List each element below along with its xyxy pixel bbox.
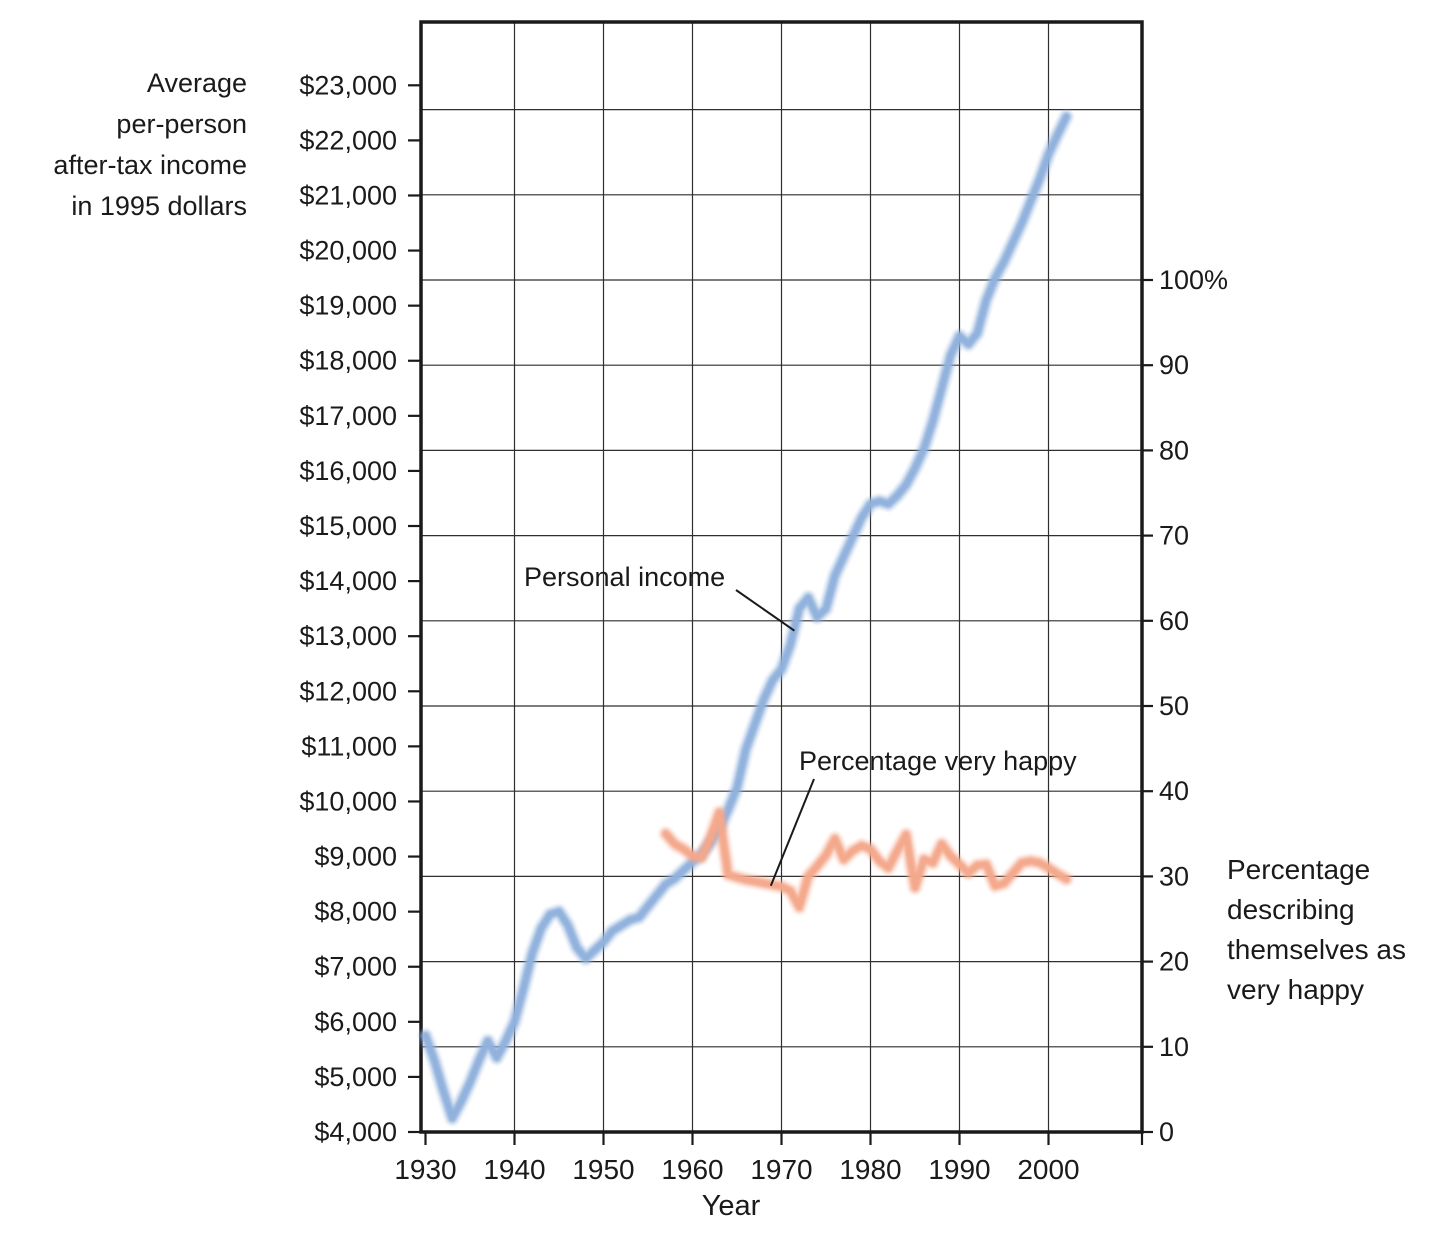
right-axis-title: Percentage describing themselves as very… <box>1227 850 1437 1010</box>
personal-income-annotation: Personal income <box>524 562 726 592</box>
x-axis-tick-label: 1950 <box>572 1154 634 1185</box>
right-axis-tick-label: 30 <box>1159 861 1189 891</box>
left-axis-tick-label: $7,000 <box>314 952 397 982</box>
right-axis-tick-label: 70 <box>1159 521 1189 551</box>
left-axis-tick-label: $13,000 <box>299 621 397 651</box>
personal-income-line <box>418 109 1074 1126</box>
x-axis-tick-label: 1970 <box>750 1154 812 1185</box>
personal-income-pointer-line <box>735 589 795 632</box>
x-axis-tick-label: 1980 <box>839 1154 901 1185</box>
right-axis-tick-label: 10 <box>1159 1032 1189 1062</box>
left-axis-tick-label: $17,000 <box>299 401 397 431</box>
right-axis-tick-label: 50 <box>1159 691 1189 721</box>
right-axis-title-line: Percentage <box>1227 854 1371 885</box>
left-axis-tick-label: $9,000 <box>314 842 397 872</box>
x-axis-tick-label: 1960 <box>661 1154 723 1185</box>
left-axis-title-line: Average <box>146 68 247 98</box>
right-axis-tick-label: 80 <box>1159 435 1189 465</box>
right-axis-title-line: very happy <box>1227 974 1364 1005</box>
annotation-pointers <box>735 589 815 887</box>
right-axis-title-line: themselves as <box>1227 934 1406 965</box>
right-axis-tick-label: 0 <box>1159 1117 1174 1147</box>
x-axis-title: Year <box>701 1190 761 1222</box>
left-axis-tick-label: $18,000 <box>299 346 397 376</box>
left-axis-tick-label: $12,000 <box>299 676 397 706</box>
x-axis-tick-label: 1990 <box>928 1154 990 1185</box>
right-axis-tick-label: 90 <box>1159 350 1189 380</box>
very-happy-line <box>658 805 1074 915</box>
left-axis-tick-label: $10,000 <box>299 786 397 816</box>
left-axis-tick-label: $15,000 <box>299 511 397 541</box>
left-axis-title-line: in 1995 dollars <box>71 191 247 221</box>
left-axis-tick-label: $23,000 <box>299 70 397 100</box>
right-axis-tick-label: 100% <box>1159 265 1228 295</box>
left-axis-tick-label: $11,000 <box>301 731 397 761</box>
right-axis-tick-label: 40 <box>1159 776 1189 806</box>
axis-tick-labels: $4,000 $5,000 $6,000 $7,000 $8,000 $9,000 $10,… <box>299 70 1228 1185</box>
left-axis-title-line: per-person <box>116 109 247 139</box>
very-happy-annotation: Percentage very happy <box>799 746 1077 776</box>
left-axis-title-line: after-tax income <box>53 150 247 180</box>
very-happy-pointer-line <box>769 778 815 887</box>
left-axis-tick-label: $14,000 <box>299 566 397 596</box>
left-axis-tick-label: $5,000 <box>314 1062 397 1092</box>
left-axis-tick-label: $21,000 <box>299 180 397 210</box>
left-axis-tick-label: $19,000 <box>299 291 397 321</box>
right-axis-tick-label: 20 <box>1159 947 1189 977</box>
x-axis-tick-label: 1940 <box>483 1154 545 1185</box>
left-axis-title: Average per-person after-tax income in 1… <box>30 63 247 227</box>
right-axis-title-line: describing <box>1227 894 1355 925</box>
x-axis-tick-label: 1930 <box>394 1154 456 1185</box>
axis-ticks <box>408 84 1153 1145</box>
left-axis-tick-label: $22,000 <box>299 125 397 155</box>
left-axis-tick-label: $4,000 <box>314 1117 397 1147</box>
left-axis-tick-label: $20,000 <box>299 236 397 266</box>
left-axis-tick-label: $16,000 <box>299 456 397 486</box>
left-axis-tick-label: $8,000 <box>314 897 397 927</box>
x-axis-tick-label: 2000 <box>1017 1154 1079 1185</box>
left-axis-tick-label: $6,000 <box>314 1007 397 1037</box>
right-axis-tick-label: 60 <box>1159 606 1189 636</box>
